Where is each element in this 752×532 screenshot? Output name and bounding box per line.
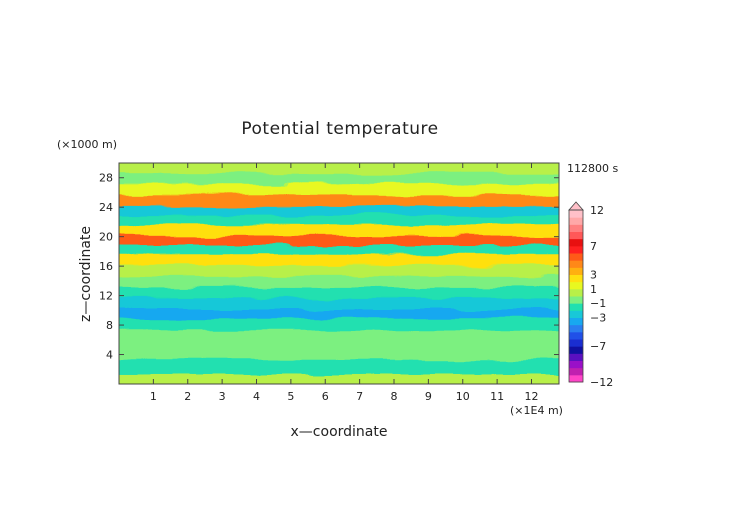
colorbar-swatch xyxy=(569,238,583,247)
heatmap-band xyxy=(119,233,559,246)
heatmap-band xyxy=(119,222,559,236)
plot-frame xyxy=(118,162,560,385)
colorbar-tick-label: 12 xyxy=(590,204,604,217)
heatmap-band xyxy=(119,327,559,345)
heatmap-band xyxy=(119,357,559,374)
heatmap-band xyxy=(119,371,559,384)
x-tick-label: 3 xyxy=(219,390,226,403)
colorbar-swatch xyxy=(569,260,583,268)
colorbar: 12 7 31−1 −3 −7 −12 xyxy=(568,201,613,389)
colorbar-tick-label: −12 xyxy=(590,376,613,389)
colorbar-tick-label: 7 xyxy=(590,240,597,253)
heatmap-band xyxy=(119,171,559,185)
y-tick-label: 12 xyxy=(99,290,113,303)
colorbar-swatch xyxy=(569,224,583,232)
colorbar-tick-label: −7 xyxy=(590,340,606,353)
heatmap-band xyxy=(119,316,559,330)
x-tick-label: 2 xyxy=(184,390,191,403)
colorbar-swatch xyxy=(569,303,583,311)
colorbar-swatch xyxy=(569,245,583,254)
x-tick-label: 6 xyxy=(322,390,329,403)
colorbar-swatch xyxy=(569,310,583,318)
colorbar-swatch xyxy=(569,231,583,240)
y-tick-label: 28 xyxy=(99,172,113,185)
x-axis-title: x—coordinate xyxy=(291,424,388,440)
y-tick-label: 20 xyxy=(99,231,113,244)
colorbar-swatch xyxy=(569,296,583,304)
colorbar-tick-label: 1 xyxy=(590,283,597,296)
colorbar-swatch xyxy=(569,360,583,369)
heatmap-band xyxy=(119,342,559,360)
colorbar-swatch xyxy=(569,210,583,218)
colorbar-swatch xyxy=(569,217,583,225)
y-axis-ticks: 4 8 12 16 20 24 28 xyxy=(99,172,559,362)
y-axis-title: z—coordinate xyxy=(78,226,94,322)
heatmap-band xyxy=(119,274,559,288)
x-tick-label: 7 xyxy=(356,390,363,403)
x-tick-label: 5 xyxy=(287,390,294,403)
x-tick-label: 10 xyxy=(456,390,470,403)
colorbar-swatch xyxy=(569,253,583,261)
heatmap-plot-area xyxy=(119,163,559,384)
x-tick-label: 4 xyxy=(253,390,260,403)
x-tick-label: 11 xyxy=(490,390,504,403)
heatmap-band xyxy=(119,182,559,196)
heatmap-band xyxy=(119,307,559,319)
heatmap-band xyxy=(119,285,559,299)
colorbar-swatch xyxy=(569,367,583,376)
colorbar-tick-label: 3 xyxy=(590,269,597,282)
x-axis-ticks: 1 2 3 4 5 6 7 8 9 10 11 12 xyxy=(150,163,539,403)
y-tick-label: 16 xyxy=(99,260,113,273)
colorbar-swatch xyxy=(569,346,583,354)
y-tick-label: 24 xyxy=(99,201,113,214)
colorbar-swatch xyxy=(569,353,583,361)
colorbar-swatch xyxy=(569,267,583,275)
y-tick-label: 4 xyxy=(106,349,113,362)
colorbar-swatch xyxy=(569,374,583,383)
x-tick-label: 9 xyxy=(425,390,432,403)
heatmap-band xyxy=(119,213,559,225)
heatmap-band xyxy=(119,163,559,174)
y-unit-label: (×1000 m) xyxy=(57,138,117,151)
colorbar-swatch xyxy=(569,339,583,347)
heatmap-band xyxy=(119,243,559,255)
heatmap-band xyxy=(119,193,559,207)
x-unit-label: (×1E4 m) xyxy=(510,404,563,417)
heatmap-band xyxy=(119,263,559,277)
y-tick-label: 8 xyxy=(106,319,113,332)
chart-title: Potential temperature xyxy=(241,119,438,139)
colorbar-swatch xyxy=(569,281,583,290)
colorbar-swatch xyxy=(569,317,583,326)
x-tick-label: 1 xyxy=(150,390,157,403)
x-tick-label: 8 xyxy=(391,390,398,403)
heatmap-band xyxy=(119,296,559,310)
colorbar-tick-label: −3 xyxy=(590,312,606,325)
time-label: 112800 s xyxy=(567,162,618,175)
colorbar-swatch xyxy=(569,274,583,283)
colorbar-swatch xyxy=(569,331,583,340)
colorbar-frame xyxy=(568,209,584,383)
heatmap-band xyxy=(119,252,559,266)
colorbar-swatch xyxy=(569,324,583,333)
colorbar-tick-label: −1 xyxy=(590,297,606,310)
colorbar-max-arrow xyxy=(568,201,584,211)
x-tick-label: 12 xyxy=(525,390,539,403)
heatmap-band xyxy=(119,204,559,216)
colorbar-swatch xyxy=(569,288,583,297)
